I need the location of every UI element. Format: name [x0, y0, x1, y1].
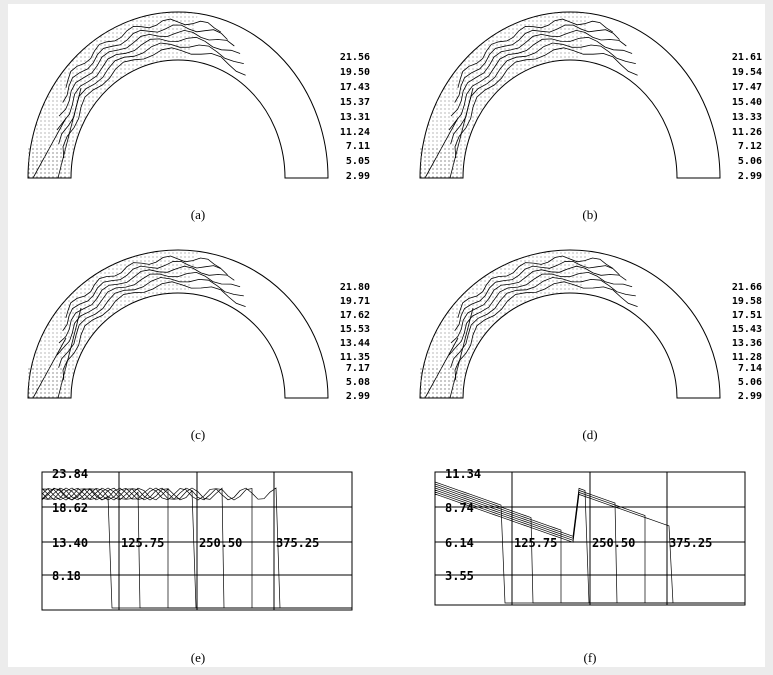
contour-label: 17.62: [340, 310, 370, 321]
contour-label: 21.80: [340, 282, 370, 293]
y-label: 8.74: [445, 501, 474, 515]
contour-label: 17.47: [732, 82, 762, 93]
contour-label: 7.11: [346, 141, 370, 152]
contour-label: 15.37: [340, 97, 370, 108]
panel-caption: (d): [582, 427, 597, 442]
corner-patch: [420, 368, 458, 398]
contour-label: 2.99: [346, 391, 370, 402]
contour-label: 11.26: [732, 127, 762, 138]
x-label: 250.50: [592, 536, 635, 550]
contour-label: 15.43: [732, 324, 762, 335]
contour-label: 19.58: [732, 296, 762, 307]
x-label: 375.25: [276, 536, 319, 550]
contour-label: 15.53: [340, 324, 370, 335]
panel-caption: (e): [191, 650, 205, 665]
contour-label: 15.40: [732, 97, 762, 108]
y-label: 3.55: [445, 569, 474, 583]
contour-label: 7.14: [738, 363, 762, 374]
contour-label: 19.54: [732, 67, 762, 78]
contour-label: 5.06: [738, 156, 762, 167]
contour-label: 7.12: [738, 141, 762, 152]
x-label: 375.25: [669, 536, 712, 550]
contour-label: 5.05: [346, 156, 370, 167]
contour-label: 11.35: [340, 352, 370, 363]
x-label: 125.75: [121, 536, 164, 550]
panel-caption: (a): [191, 207, 205, 222]
corner-patch: [28, 368, 66, 398]
contour-label: 5.08: [346, 377, 370, 388]
y-label: 13.40: [52, 536, 88, 550]
corner-patch: [28, 148, 66, 178]
contour-label: 11.24: [340, 127, 370, 138]
y-label: 11.34: [445, 467, 481, 481]
corner-patch: [420, 148, 458, 178]
contour-label: 21.66: [732, 282, 762, 293]
contour-label: 13.33: [732, 112, 762, 123]
y-label: 18.62: [52, 501, 88, 515]
contour-label: 2.99: [738, 171, 762, 182]
contour-label: 21.56: [340, 52, 370, 63]
contour-label: 7.17: [346, 363, 370, 374]
y-label: 8.18: [52, 569, 81, 583]
contour-label: 21.61: [732, 52, 762, 63]
contour-label: 13.44: [340, 338, 370, 349]
y-label: 6.14: [445, 536, 474, 550]
x-label: 125.75: [514, 536, 557, 550]
contour-label: 17.51: [732, 310, 762, 321]
contour-label: 2.99: [346, 171, 370, 182]
contour-label: 5.06: [738, 377, 762, 388]
panel-caption: (c): [191, 427, 205, 442]
x-label: 250.50: [199, 536, 242, 550]
contour-label: 2.99: [738, 391, 762, 402]
contour-label: 19.71: [340, 296, 370, 307]
contour-label: 17.43: [340, 82, 370, 93]
contour-label: 13.31: [340, 112, 370, 123]
contour-label: 13.36: [732, 338, 762, 349]
panel-caption: (b): [582, 207, 597, 222]
panel-caption: (f): [584, 650, 597, 665]
contour-label: 11.28: [732, 352, 762, 363]
figure-background: [8, 4, 765, 667]
y-label: 23.84: [52, 467, 88, 481]
figure: 21.56 19.50 17.43 15.37 13.31 11.24 7.11 5.05 2.…: [0, 0, 773, 675]
contour-label: 19.50: [340, 67, 370, 78]
